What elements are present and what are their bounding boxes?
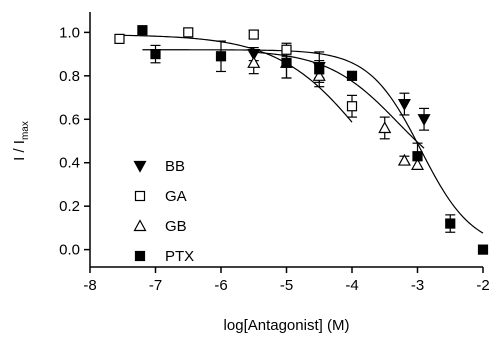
y-axis-title-subscript: max (20, 121, 31, 140)
fit-curve-ptx (142, 49, 484, 234)
x-tick-label: -6 (214, 277, 227, 294)
point-ga-0 (114, 33, 125, 44)
y-tick-label: 0.2 (59, 198, 80, 215)
legend-label: PTX (165, 248, 194, 265)
point-ptx-6 (412, 151, 423, 162)
legend-item-gb: GB (133, 218, 187, 235)
fit-curve-ga (119, 34, 353, 123)
data-points (114, 25, 489, 255)
point-ptx-8 (477, 244, 489, 255)
legend-marker (134, 190, 146, 202)
point-ga-3 (281, 44, 292, 55)
legend-item-ptx: PTX (134, 248, 194, 265)
x-tick-label: -2 (476, 277, 489, 294)
y-tick-label: 0.0 (59, 242, 80, 259)
point-gb-2 (312, 69, 326, 81)
x-tick-label: -8 (83, 277, 96, 294)
legend-label: GA (165, 188, 187, 205)
y-tick-label: 0.6 (59, 111, 80, 128)
fit-curves (119, 34, 484, 234)
point-ptx-4 (314, 64, 325, 75)
legend-marker (134, 250, 146, 262)
y-axis-title-main: I / I (11, 140, 28, 161)
point-ptx-3 (281, 57, 292, 68)
x-axis-title: log[Antagonist] (M) (224, 317, 350, 334)
point-gb-5 (410, 158, 425, 170)
x-tick-label: -5 (280, 277, 293, 294)
point-bb-3 (417, 114, 431, 127)
point-bb-0 (247, 49, 261, 61)
point-ptx-7 (445, 218, 456, 229)
legend-marker (133, 219, 147, 232)
point-ptx-5 (346, 70, 358, 81)
point-gb-4 (397, 153, 411, 166)
point-gb-3 (378, 121, 392, 134)
error-bars (150, 29, 456, 233)
y-tick-label: 0.4 (59, 155, 80, 172)
axes: -8 -7 -6 -5 -4 -3 -2 0.0 0.2 0.4 0.6 0.8 1.0 (59, 12, 490, 294)
point-ptx-0 (137, 25, 148, 36)
point-ptx-2 (215, 51, 227, 62)
legend-label: BB (165, 158, 185, 175)
point-ptx-1 (150, 49, 161, 60)
point-bb-2 (397, 98, 411, 111)
legend: BB GA GB PTX (133, 158, 194, 265)
legend-marker (133, 160, 147, 173)
point-ga-2 (248, 29, 259, 40)
y-tick-label: 0.8 (59, 68, 80, 85)
x-tick-label: -3 (411, 277, 424, 294)
x-tick-label: -4 (345, 277, 358, 294)
x-tick-label: -7 (149, 277, 162, 294)
point-gb-0 (247, 56, 261, 68)
legend-item-ga: GA (134, 188, 187, 205)
y-tick-label: 1.0 (59, 24, 80, 41)
y-axis-title: I / Imax (11, 121, 31, 161)
legend-label: GB (165, 218, 187, 235)
fit-curve-bb (253, 51, 425, 149)
point-ga-4 (346, 101, 358, 112)
legend-item-bb: BB (133, 158, 185, 175)
point-ga-1 (183, 27, 194, 38)
